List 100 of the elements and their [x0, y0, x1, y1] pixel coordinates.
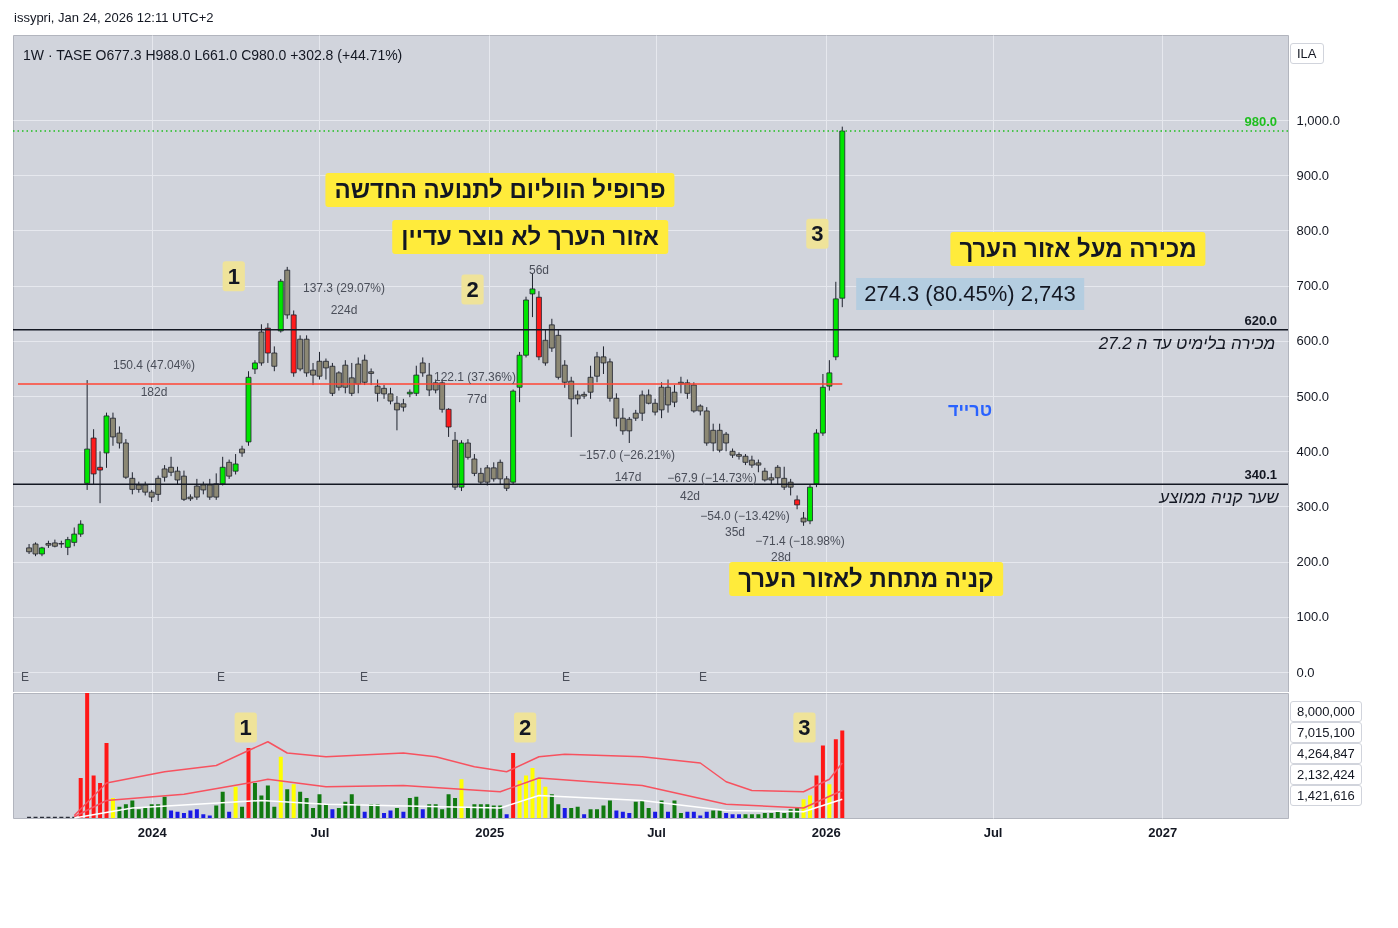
bar: [143, 808, 148, 818]
bar: [504, 814, 509, 818]
bar: [724, 813, 729, 818]
bar: [588, 809, 593, 818]
annotation: E: [359, 670, 369, 684]
y-tick-label: 1,000.0: [1296, 112, 1340, 128]
annotation: 137.3 (29.07%): [302, 281, 386, 295]
bar: [169, 810, 174, 818]
y-tick-label: 800.0: [1296, 222, 1330, 238]
text: 7,015,100: [1290, 722, 1362, 743]
bar: [666, 811, 671, 818]
annotation: E: [20, 670, 30, 684]
bar: [749, 814, 754, 818]
y-tick-label: 500.0: [1296, 388, 1330, 404]
bar: [582, 814, 587, 818]
bar: [336, 808, 341, 818]
bar: [388, 810, 393, 818]
bar: [407, 798, 412, 818]
text: 8,000,000: [1290, 701, 1362, 722]
bar: [646, 808, 651, 818]
x-tick-label: 2024: [137, 824, 168, 840]
text: 4,264,847: [1290, 743, 1362, 764]
bar: [343, 801, 348, 818]
bar: [446, 794, 451, 818]
bar: [459, 779, 464, 818]
annotation: 42d: [679, 489, 701, 503]
bar: [711, 810, 716, 818]
text: 1W · TASE O677.3 H988.0 L661.0 C980.0 +302.8 (+44.71%): [23, 47, 403, 63]
bar: [607, 800, 612, 818]
bar: [394, 808, 399, 818]
y-tick-label: 300.0: [1296, 498, 1330, 514]
bar: [549, 794, 554, 818]
annotation: פרופיל הווליום לתנועה החדשה: [325, 173, 675, 207]
bar: [833, 739, 838, 818]
bar: [840, 730, 845, 818]
candlestick: [529, 272, 536, 318]
ref-line-label: 620.0: [1244, 312, 1277, 328]
annotation: מכירה מעל אזור הערך: [950, 232, 1206, 266]
bar: [743, 814, 748, 818]
candlestick: [587, 365, 594, 400]
annotation: קניה מתחת לאזור הערך: [738, 565, 994, 592]
bar: [420, 809, 425, 818]
bar: [756, 814, 761, 818]
text: ILA: [1290, 43, 1324, 64]
bar: [156, 804, 161, 818]
annotation: מכירה בלימיט עד ה 27.2: [1098, 334, 1276, 354]
x-tick-label: Jul: [647, 824, 666, 840]
bar: [440, 809, 445, 818]
candlestick: [794, 494, 800, 510]
bar: [246, 748, 251, 818]
bar: [382, 813, 387, 818]
bar: [330, 809, 335, 818]
annotation: E: [561, 670, 571, 684]
candlestick: [419, 356, 426, 378]
annotation: אזור הערך לא נוצר עדיין: [392, 220, 668, 254]
bar: [775, 811, 780, 818]
bar: [543, 786, 548, 818]
bar: [653, 811, 658, 818]
bar: [627, 813, 632, 818]
bar: [601, 805, 606, 818]
bar: [769, 813, 774, 818]
candlestick: [826, 359, 833, 392]
bar: [762, 813, 767, 818]
bar: [427, 804, 432, 818]
text: 1,421,616: [1290, 785, 1362, 806]
bar: [311, 808, 316, 818]
y-tick-label: 100.0: [1296, 609, 1330, 625]
annotation: E: [698, 670, 708, 684]
bar: [730, 814, 735, 818]
bar: [401, 811, 406, 818]
annotation: −54.0 (−13.42%): [700, 509, 790, 523]
bar: [252, 783, 257, 818]
bar: [717, 810, 722, 818]
annotation: −67.9 (−14.73%): [667, 471, 757, 485]
annotation: 1: [239, 715, 252, 740]
annotation: 274.3 (80.45%) 2,743: [856, 278, 1084, 310]
bar: [795, 808, 800, 818]
y-tick-label: 900.0: [1296, 167, 1330, 183]
bar: [524, 775, 529, 818]
bar: [194, 809, 199, 818]
bar: [375, 804, 380, 818]
x-tick-label: Jul: [310, 824, 330, 840]
bar: [465, 808, 470, 818]
bar: [640, 800, 645, 818]
annotation: 2: [518, 715, 532, 740]
annotation: 56d: [528, 263, 550, 277]
bar: [562, 808, 567, 818]
bar: [453, 798, 458, 818]
bar: [317, 794, 322, 818]
bar: [214, 805, 219, 818]
bar: [181, 813, 186, 818]
bar: [575, 806, 580, 818]
bar: [737, 814, 742, 818]
y-tick-label: 0.0: [1296, 664, 1315, 680]
bar: [85, 693, 90, 818]
annotation: 3: [811, 221, 824, 247]
bar: [704, 811, 709, 818]
annotation: 77d: [466, 392, 488, 406]
bar: [298, 791, 303, 818]
bar: [233, 786, 238, 818]
